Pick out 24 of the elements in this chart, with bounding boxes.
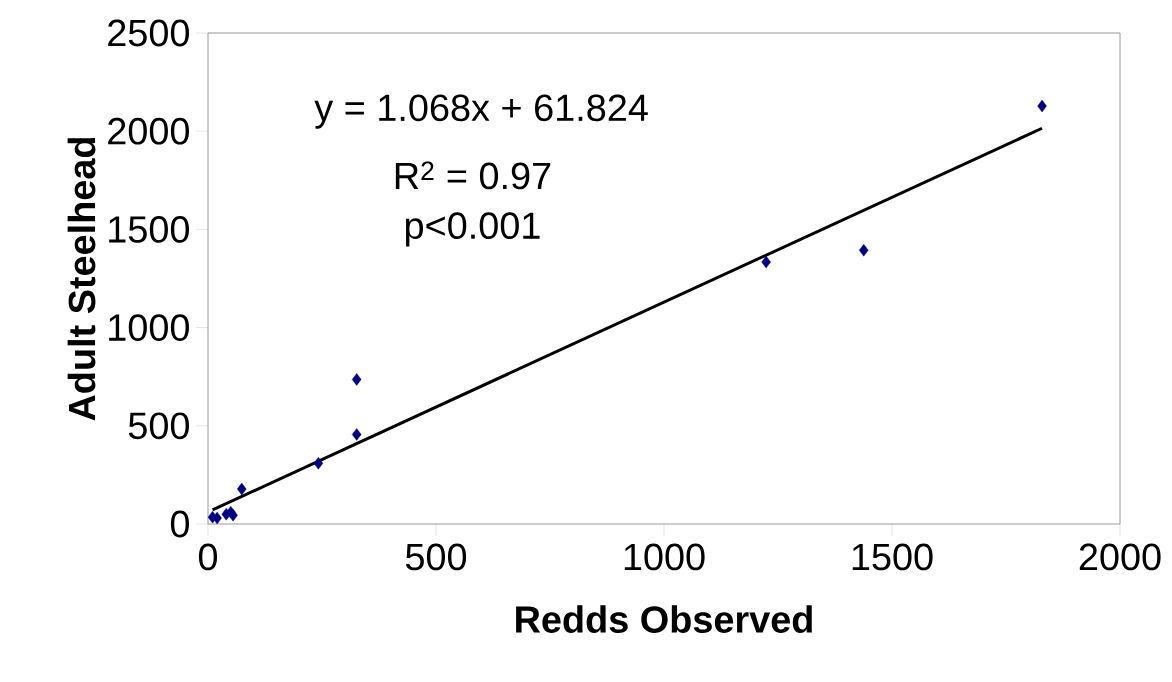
point [351, 428, 362, 441]
annotation: y = 1.068x + 61.824 [314, 94, 648, 129]
point [313, 457, 324, 470]
point [237, 482, 247, 496]
x-tick-label: 500 [405, 543, 467, 571]
y-tick-label: 2000 [108, 117, 189, 145]
x-tick-label: 1000 [624, 543, 705, 571]
annotation: p<0.001 [405, 212, 540, 247]
y-tick-label: 1500 [109, 215, 189, 243]
point [1037, 99, 1047, 113]
y-axis-title: Adult Steelhead [67, 137, 96, 421]
point [351, 373, 362, 386]
point [859, 244, 869, 257]
x-tick-label: 0 [198, 543, 218, 571]
x-tick-label: 1500 [852, 543, 933, 571]
annotation: R$^{2}$ = 0.97 [395, 161, 551, 190]
point [761, 255, 771, 269]
y-tick-label: 2500 [108, 19, 189, 47]
x-axis-title: Redds Observed [516, 605, 812, 633]
y-tick-label: 0 [170, 510, 190, 538]
y-tick-label: 500 [128, 412, 189, 440]
point [212, 511, 222, 525]
x-tick-label: 2000 [1079, 543, 1161, 571]
y-tick-label: 1000 [109, 314, 189, 342]
